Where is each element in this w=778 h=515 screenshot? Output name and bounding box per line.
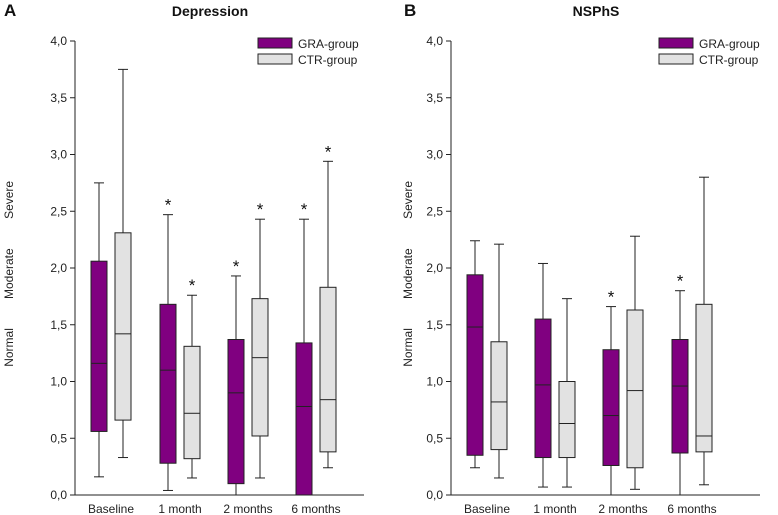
x-category-label: 1 month [158,502,201,515]
x-category-label: 6 months [667,502,716,515]
box-gra [227,339,245,485]
y-tick-label: 2,5 [50,204,67,218]
box-gra [159,303,177,464]
x-category-label: Baseline [88,502,134,515]
y-tick-label: 1,0 [50,375,67,389]
y-tick-label: 3,5 [50,91,67,105]
significance-star: * [233,257,240,276]
panel-b: B NSPhS 0,0 0,5 1,0 1,5 2,0 2,5 3,0 3,5 4,0 Normal M… [401,1,760,515]
significance-star: * [189,276,196,295]
significance-star: * [677,272,684,291]
significance-star: * [165,196,172,215]
legend-label: CTR-group [699,53,759,67]
legend-label: GRA-group [298,37,359,51]
box-ctr [490,341,508,451]
y-tick-label: 1,5 [50,318,67,332]
significance-star: * [301,200,308,219]
box-gra [295,342,313,496]
y-tick-label: 1,0 [426,375,443,389]
chart-title: Depression [172,3,248,19]
legend-swatch-gra [257,37,293,49]
box-ctr [319,286,337,453]
chart-title: NSPhS [573,3,620,19]
y-axis-word: Moderate [2,248,16,299]
x-category-label: 2 months [598,502,647,515]
box-ctr [626,309,644,469]
y-axis-word: Normal [2,328,16,367]
y-tick-label: 0,5 [50,431,67,445]
y-axis-word: Severe [401,181,415,219]
x-category-label: 2 months [223,502,272,515]
panel-letter: B [404,1,416,20]
box-gra [466,274,484,456]
y-tick-label: 2,5 [426,204,443,218]
y-axis-word: Severe [2,181,16,219]
box-gra [534,318,552,459]
legend-label: CTR-group [298,53,358,67]
x-category-label: 6 months [291,502,340,515]
y-tick-label: 0,0 [50,488,67,502]
box-gra [90,260,108,432]
box-ctr [558,381,576,459]
y-tick-label: 2,0 [50,261,67,275]
y-tick-label: 4,0 [426,34,443,48]
x-category-label: Baseline [464,502,510,515]
x-category-label: 1 month [533,502,576,515]
box-ctr [183,345,201,460]
y-tick-label: 3,0 [50,148,67,162]
significance-star: * [325,142,332,161]
y-tick-label: 3,5 [426,91,443,105]
panel-a: A Depression 0,0 0,5 1,0 1,5 2,0 2,5 3,0 3,5 4,0 No… [2,1,364,515]
box-ctr [251,298,269,437]
box-gra [671,339,689,454]
y-axis-word: Normal [401,328,415,367]
significance-star: * [257,200,264,219]
y-tick-label: 4,0 [50,34,67,48]
legend-swatch-ctr [658,53,694,65]
y-tick-label: 2,0 [426,261,443,275]
y-tick-label: 0,5 [426,431,443,445]
legend-swatch-ctr [257,53,293,65]
y-tick-label: 1,5 [426,318,443,332]
y-tick-label: 3,0 [426,148,443,162]
significance-star: * [608,288,615,307]
box-ctr [114,232,132,421]
y-axis-word: Moderate [401,248,415,299]
box-gra [602,349,620,466]
legend-label: GRA-group [699,37,760,51]
box-ctr [695,303,713,453]
y-tick-label: 0,0 [426,488,443,502]
panel-letter: A [4,1,16,20]
legend-swatch-gra [658,37,694,49]
